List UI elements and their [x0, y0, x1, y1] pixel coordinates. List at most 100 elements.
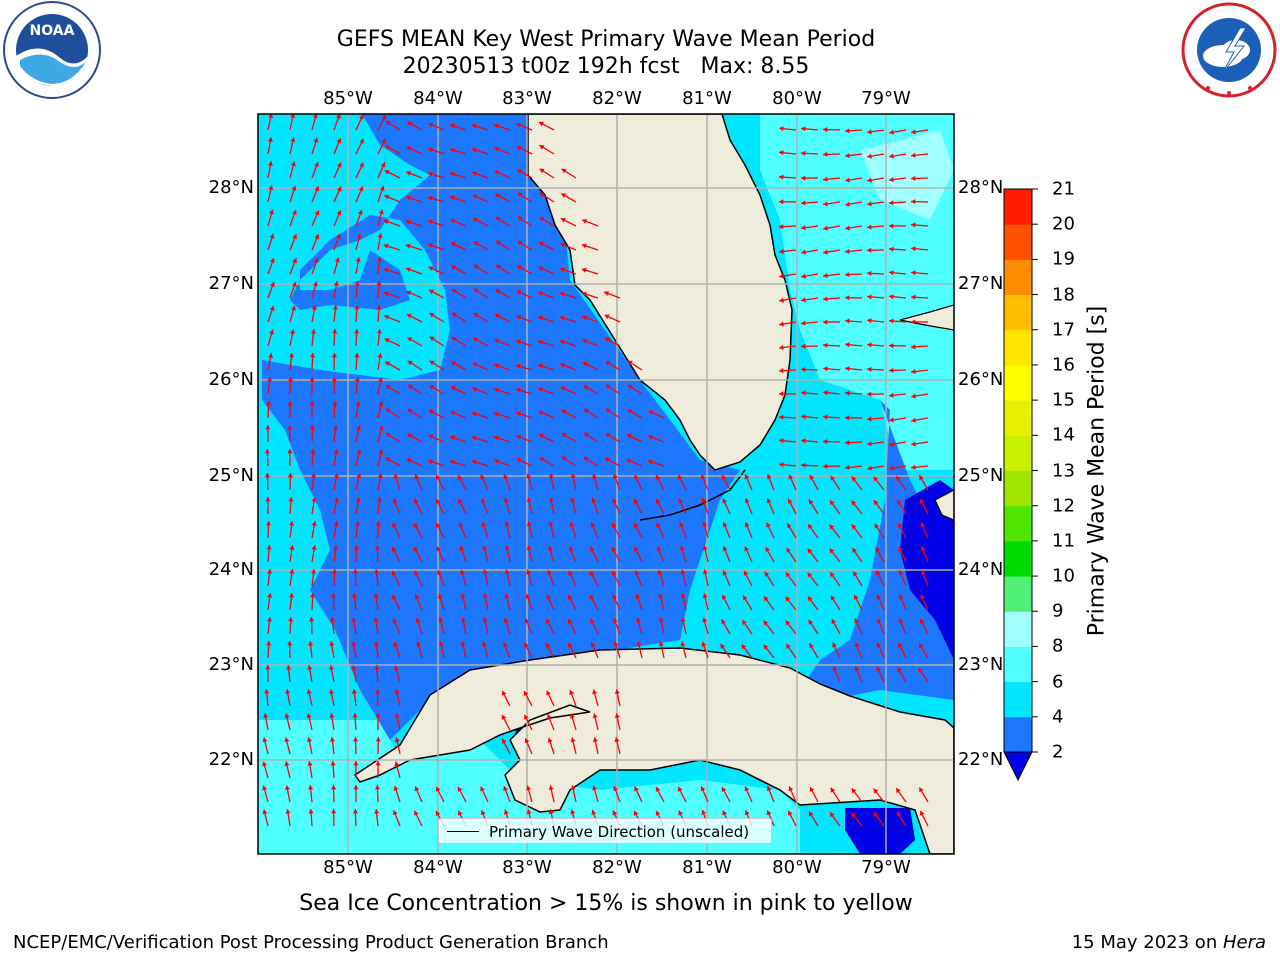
wave-direction-arrow	[383, 267, 401, 275]
wave-direction-arrow	[898, 570, 907, 587]
wave-direction-arrow	[787, 810, 797, 827]
wave-direction-arrow	[392, 498, 401, 515]
wave-direction-arrow	[604, 337, 621, 347]
wave-direction-arrow	[284, 737, 291, 755]
wave-direction-arrow	[429, 360, 445, 371]
wave-direction-arrow	[515, 411, 533, 419]
wave-direction-arrow	[265, 520, 272, 539]
wave-direction-arrow	[910, 199, 929, 205]
wave-direction-arrow	[888, 367, 907, 374]
wave-direction-arrow	[829, 811, 841, 827]
wave-direction-arrow	[701, 641, 709, 659]
wave-direction-arrow	[851, 476, 863, 491]
wave-direction-arrow	[897, 522, 907, 539]
wave-direction-arrow	[267, 209, 274, 227]
wave-direction-arrow	[494, 193, 511, 203]
wave-direction-arrow	[910, 344, 929, 350]
wave-direction-arrow	[285, 809, 291, 827]
wave-direction-arrow	[405, 243, 423, 251]
lat-label-right: 27°N	[958, 273, 1004, 294]
wave-direction-arrow	[537, 291, 555, 299]
wave-direction-arrow	[702, 593, 709, 611]
wave-direction-arrow	[289, 281, 297, 299]
wave-direction-arrow	[495, 240, 511, 251]
wave-direction-arrow	[567, 642, 577, 659]
wave-direction-arrows	[262, 114, 929, 827]
wave-direction-arrow	[493, 411, 511, 419]
wave-direction-arrow	[844, 318, 863, 324]
wave-direction-arrow	[867, 318, 885, 324]
wave-direction-arrow	[482, 569, 489, 587]
wave-direction-arrow	[679, 545, 687, 563]
wave-direction-arrow	[559, 291, 577, 299]
wave-direction-arrow	[429, 384, 445, 395]
wave-direction-arrow	[581, 315, 599, 323]
lon-label-top: 79°W	[861, 88, 911, 109]
wave-direction-arrow	[473, 312, 489, 323]
wave-direction-arrow	[920, 522, 929, 539]
wave-direction-arrow	[374, 809, 380, 827]
wave-direction-arrow	[526, 521, 533, 539]
footer-date-text: 15 May 2023 on	[1071, 932, 1223, 953]
wave-direction-arrow	[873, 811, 885, 827]
wave-direction-arrow	[309, 424, 315, 443]
wave-direction-arrow	[830, 787, 841, 803]
lat-label-right: 25°N	[958, 465, 1004, 486]
wave-direction-arrow	[658, 641, 665, 659]
colorbar-tick-label: 6	[1052, 671, 1064, 693]
wave-direction-arrow	[539, 192, 555, 203]
wave-direction-arrow	[374, 544, 380, 563]
wave-direction-arrow	[331, 808, 337, 827]
wave-direction-arrow	[851, 524, 863, 539]
wave-direction-arrow	[873, 499, 885, 515]
wave-direction-arrow	[493, 146, 511, 155]
wave-direction-arrow	[495, 216, 511, 227]
wave-direction-arrow	[311, 186, 320, 203]
wave-direction-arrow	[873, 788, 885, 803]
wave-direction-arrow	[393, 785, 401, 803]
wave-direction-arrow	[910, 319, 929, 325]
wave-direction-arrow	[377, 138, 387, 155]
wave-direction-arrow	[472, 194, 489, 203]
wave-direction-arrow	[677, 786, 687, 803]
wave-direction-arrow	[785, 596, 797, 611]
wave-direction-arrow	[394, 689, 401, 707]
wave-direction-arrow	[391, 594, 401, 611]
wave-direction-arrow	[267, 233, 275, 251]
wave-direction-arrow	[495, 288, 511, 299]
wave-direction-arrow	[377, 401, 384, 419]
wave-direction-arrow	[267, 353, 274, 371]
wave-direction-arrow	[311, 257, 319, 275]
wave-direction-arrow	[526, 569, 533, 587]
wave-direction-arrow	[329, 617, 336, 635]
wave-direction-arrow	[581, 291, 599, 299]
wave-direction-arrow	[611, 522, 621, 539]
wave-direction-arrow	[515, 314, 533, 323]
wave-direction-arrow	[822, 463, 841, 469]
wave-direction-arrow	[472, 337, 489, 347]
wave-direction-arrow	[457, 786, 467, 803]
wave-direction-arrow	[700, 786, 709, 803]
wave-direction-arrow	[289, 209, 297, 227]
wave-direction-arrow	[526, 785, 533, 803]
wave-direction-arrow	[376, 305, 382, 323]
wave-direction-arrow	[405, 195, 423, 203]
wave-direction-arrow	[406, 290, 423, 299]
wave-direction-arrow	[766, 473, 775, 491]
wave-direction-arrow	[845, 248, 863, 254]
wave-direction-arrow	[289, 137, 296, 155]
wave-direction-arrow	[354, 281, 360, 299]
wave-direction-arrow	[546, 690, 555, 707]
wave-direction-arrow	[289, 305, 296, 323]
lon-label-bottom: 85°W	[323, 857, 373, 878]
lat-label-right: 24°N	[958, 559, 1004, 580]
wave-direction-arrow	[354, 352, 360, 371]
colorbar-segment	[1004, 400, 1032, 436]
wave-direction-arrow	[352, 808, 359, 827]
wave-direction-arrow	[311, 545, 317, 563]
wave-direction-arrow	[377, 233, 383, 251]
wave-direction-arrow	[377, 162, 386, 179]
wave-direction-arrow	[289, 257, 298, 275]
land-florida	[527, 114, 793, 471]
wave-direction-arrow	[548, 473, 555, 491]
